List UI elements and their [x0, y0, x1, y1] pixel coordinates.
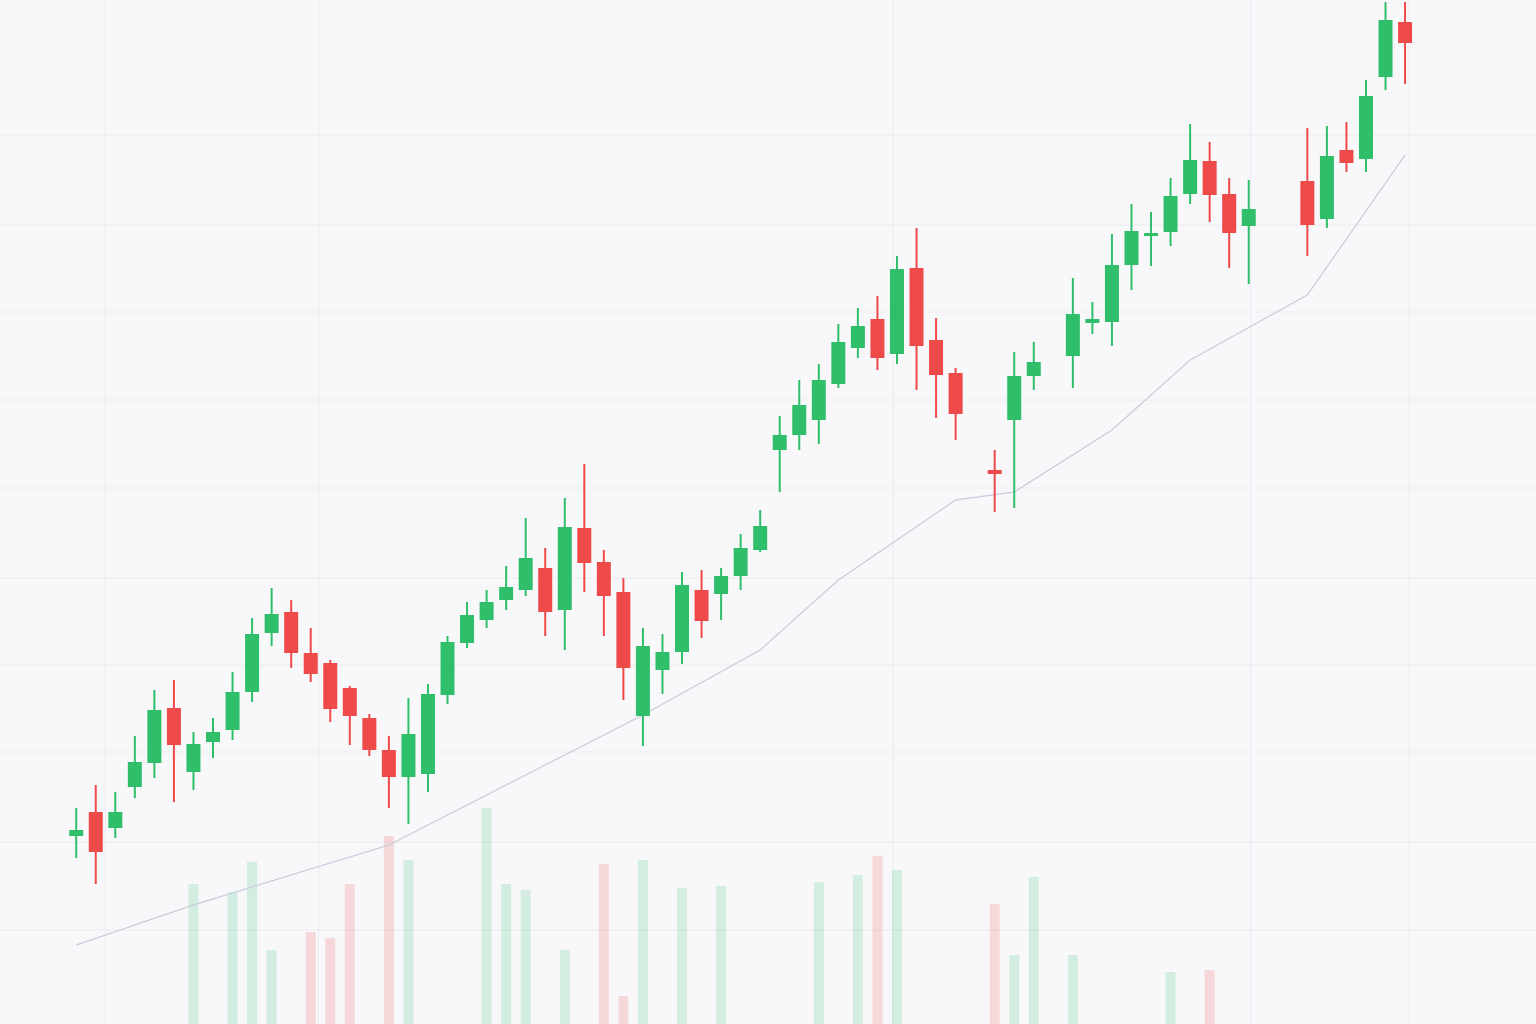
candle-body — [772, 435, 787, 450]
candle-body — [147, 710, 162, 763]
volume-bar — [305, 932, 316, 1024]
candle-body — [635, 646, 650, 716]
candle-body — [460, 615, 475, 643]
candle-body — [675, 585, 690, 652]
candle-body — [1144, 233, 1159, 236]
candle-body — [1085, 319, 1100, 323]
candle-body — [811, 380, 826, 420]
candle-body — [1163, 196, 1178, 232]
volume-bar — [1204, 970, 1215, 1024]
volume-bar — [481, 808, 492, 1024]
volume-bar — [559, 950, 570, 1024]
candle-body — [1124, 231, 1139, 265]
candle-body — [870, 319, 885, 358]
candle-body — [362, 718, 377, 750]
volume-bar — [247, 862, 258, 1024]
candle-body — [1026, 362, 1041, 376]
volume-bar — [383, 836, 394, 1024]
candle-body — [499, 587, 514, 600]
volume-bar — [598, 864, 609, 1024]
volume-bar — [266, 950, 277, 1024]
candle-body — [909, 268, 924, 346]
candle-body — [929, 340, 944, 375]
volume-bar — [501, 884, 512, 1024]
candle-body — [889, 269, 904, 354]
candle-body — [440, 642, 455, 695]
candle-body — [420, 694, 435, 774]
candle-body — [1378, 20, 1393, 77]
candle-body — [323, 663, 338, 709]
candle-body — [714, 576, 729, 594]
candle-body — [186, 744, 201, 772]
candle-body — [127, 762, 142, 787]
candle-body — [733, 548, 748, 576]
volume-bar — [1009, 955, 1020, 1024]
volume-bar — [520, 890, 531, 1024]
candle-body — [342, 688, 357, 716]
candle-body — [1241, 209, 1256, 226]
candle-body — [245, 634, 260, 692]
candle-body — [1358, 96, 1373, 159]
candle-body — [206, 732, 221, 742]
volume-bar — [852, 875, 863, 1024]
candle-body — [577, 528, 592, 563]
volume-bar — [344, 884, 355, 1024]
candle-body — [753, 526, 768, 550]
volume-bar — [403, 860, 414, 1024]
candle-body — [987, 470, 1002, 474]
volume-bar — [1067, 955, 1078, 1024]
candle-body — [1007, 376, 1022, 420]
volume-bar — [227, 892, 238, 1024]
candle-body — [831, 342, 846, 384]
candle-body — [1065, 314, 1080, 356]
candle-body — [264, 614, 279, 633]
volume-bar — [188, 884, 199, 1024]
volume-bar — [1028, 877, 1039, 1024]
volume-bar — [989, 904, 1000, 1024]
candle-body — [284, 612, 299, 653]
candle-body — [88, 812, 103, 852]
candle-body — [401, 734, 416, 777]
volume-bar — [618, 996, 629, 1024]
volume-bar — [1165, 972, 1176, 1024]
candle-body — [1300, 181, 1315, 225]
candle-body — [166, 708, 181, 745]
candle-body — [792, 405, 807, 435]
candle-body — [1398, 22, 1413, 43]
candle-body — [596, 562, 611, 596]
candle-body — [850, 326, 865, 348]
candle-body — [616, 592, 631, 668]
volume-bar — [325, 938, 336, 1024]
candle-body — [518, 558, 533, 590]
candle-body — [538, 568, 553, 612]
candle-body — [303, 653, 318, 674]
candle-body — [108, 812, 123, 828]
volume-bar — [716, 886, 727, 1024]
candle-body — [69, 830, 84, 836]
candle-body — [381, 750, 396, 777]
candle-body — [948, 373, 963, 414]
moving-average — [76, 154, 1406, 946]
candle-body — [1202, 161, 1217, 195]
candle-body — [655, 652, 670, 670]
volume-bar — [677, 888, 688, 1024]
volume-bar — [637, 860, 648, 1024]
candle-body — [479, 602, 494, 620]
candle-body — [694, 590, 709, 621]
volume-bar — [872, 856, 883, 1024]
candle-body — [1104, 265, 1119, 322]
volume-bar — [813, 882, 824, 1024]
candle-body — [1183, 160, 1198, 194]
volume-bar — [891, 870, 902, 1024]
candle-body — [225, 692, 240, 730]
candle-body — [1319, 156, 1334, 219]
candle-body — [1339, 150, 1354, 163]
candle-body — [557, 527, 572, 610]
candle-body — [1222, 194, 1237, 233]
